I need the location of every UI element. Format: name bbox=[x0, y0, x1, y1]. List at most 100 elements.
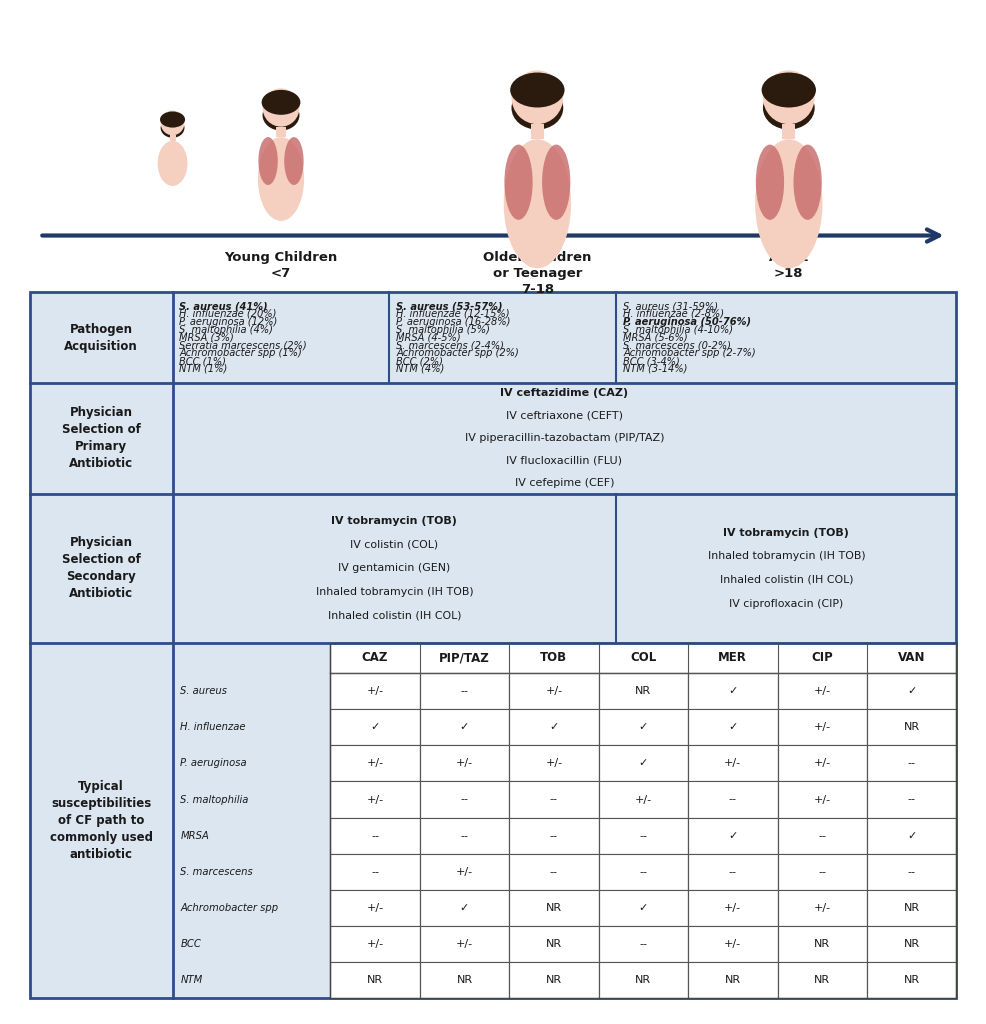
Ellipse shape bbox=[510, 73, 565, 108]
Text: --: -- bbox=[550, 830, 558, 841]
Text: ✓: ✓ bbox=[728, 686, 738, 696]
Bar bbox=[867, 745, 956, 781]
Text: NR: NR bbox=[546, 939, 562, 949]
Text: --: -- bbox=[818, 867, 826, 877]
Text: +/-: +/- bbox=[545, 759, 562, 768]
Bar bbox=[778, 709, 867, 745]
Text: MRSA (5-6%): MRSA (5-6%) bbox=[623, 333, 688, 342]
Bar bbox=[867, 673, 956, 709]
Text: IV piperacillin-tazobactam (PIP/TAZ): IV piperacillin-tazobactam (PIP/TAZ) bbox=[464, 433, 665, 443]
Ellipse shape bbox=[794, 144, 821, 220]
Text: P. aeruginosa: P. aeruginosa bbox=[180, 759, 247, 768]
Ellipse shape bbox=[504, 139, 571, 268]
Text: NR: NR bbox=[546, 975, 562, 985]
Text: --: -- bbox=[460, 795, 468, 805]
Text: IV gentamicin (GEN): IV gentamicin (GEN) bbox=[338, 563, 451, 573]
Text: --: -- bbox=[371, 830, 379, 841]
Text: NR: NR bbox=[903, 903, 920, 913]
Text: IV cefepime (CEF): IV cefepime (CEF) bbox=[515, 478, 614, 488]
Bar bbox=[420, 963, 509, 998]
Circle shape bbox=[161, 111, 184, 135]
Text: --: -- bbox=[460, 830, 468, 841]
Text: P. aeruginosa (50-76%): P. aeruginosa (50-76%) bbox=[623, 316, 751, 327]
Text: NR: NR bbox=[546, 903, 562, 913]
Text: +/-: +/- bbox=[367, 686, 384, 696]
Bar bbox=[867, 926, 956, 963]
Bar bbox=[330, 926, 420, 963]
Ellipse shape bbox=[161, 118, 184, 138]
Text: BCC (2%): BCC (2%) bbox=[396, 356, 444, 367]
Bar bbox=[688, 673, 778, 709]
Text: Inhaled colistin (IH COL): Inhaled colistin (IH COL) bbox=[327, 610, 461, 621]
Bar bbox=[420, 745, 509, 781]
Text: NTM (3-14%): NTM (3-14%) bbox=[623, 364, 687, 374]
Bar bbox=[420, 781, 509, 817]
Bar bbox=[30, 292, 956, 998]
Bar bbox=[330, 963, 420, 998]
Text: BCC (1%): BCC (1%) bbox=[179, 356, 227, 367]
Text: ✓: ✓ bbox=[549, 722, 559, 732]
Text: MRSA: MRSA bbox=[180, 830, 209, 841]
Bar bbox=[778, 781, 867, 817]
Bar bbox=[599, 926, 688, 963]
Bar bbox=[688, 854, 778, 890]
Text: +/-: +/- bbox=[635, 795, 652, 805]
Ellipse shape bbox=[756, 144, 784, 220]
Text: IV ciprofloxacin (CIP): IV ciprofloxacin (CIP) bbox=[730, 599, 843, 608]
Bar bbox=[867, 781, 956, 817]
Bar bbox=[778, 673, 867, 709]
Text: S. marcescens (2-4%): S. marcescens (2-4%) bbox=[396, 340, 505, 350]
Text: +/-: +/- bbox=[813, 686, 831, 696]
Bar bbox=[509, 854, 599, 890]
Bar bbox=[276, 127, 286, 137]
Text: NR: NR bbox=[903, 939, 920, 949]
Text: S. maltophilia: S. maltophilia bbox=[180, 795, 248, 805]
Bar bbox=[420, 709, 509, 745]
Text: +/-: +/- bbox=[456, 867, 473, 877]
Text: --: -- bbox=[908, 867, 916, 877]
Bar bbox=[778, 854, 867, 890]
Text: +/-: +/- bbox=[725, 939, 741, 949]
Bar bbox=[599, 781, 688, 817]
Text: Typical
susceptibilities
of CF path to
commonly used
antibiotic: Typical susceptibilities of CF path to c… bbox=[49, 780, 153, 861]
Bar bbox=[778, 817, 867, 854]
Ellipse shape bbox=[761, 73, 816, 108]
Bar bbox=[509, 963, 599, 998]
Text: +/-: +/- bbox=[813, 759, 831, 768]
Text: --: -- bbox=[908, 759, 916, 768]
Text: Young Children
<7: Young Children <7 bbox=[225, 251, 337, 280]
Bar bbox=[420, 817, 509, 854]
Text: NTM (1%): NTM (1%) bbox=[179, 364, 228, 374]
Bar bbox=[867, 890, 956, 926]
Text: MRSA (3%): MRSA (3%) bbox=[179, 333, 235, 342]
Bar bbox=[599, 673, 688, 709]
Text: Achromobacter spp (1%): Achromobacter spp (1%) bbox=[179, 348, 303, 358]
Text: --: -- bbox=[550, 867, 558, 877]
Text: NTM (4%): NTM (4%) bbox=[396, 364, 445, 374]
Text: +/-: +/- bbox=[725, 903, 741, 913]
Bar bbox=[509, 745, 599, 781]
Ellipse shape bbox=[542, 144, 570, 220]
Text: S. aureus (53-57%): S. aureus (53-57%) bbox=[396, 301, 503, 311]
Text: +/-: +/- bbox=[367, 903, 384, 913]
Text: --: -- bbox=[818, 830, 826, 841]
Bar bbox=[599, 709, 688, 745]
Text: ✓: ✓ bbox=[639, 903, 648, 913]
Text: P. aeruginosa (12%): P. aeruginosa (12%) bbox=[179, 316, 278, 327]
Bar bbox=[688, 745, 778, 781]
Text: Inhaled tobramycin (IH TOB): Inhaled tobramycin (IH TOB) bbox=[708, 552, 865, 561]
Text: IV tobramycin (TOB): IV tobramycin (TOB) bbox=[724, 528, 849, 538]
Bar bbox=[330, 890, 420, 926]
Text: H. influenzae (2-8%): H. influenzae (2-8%) bbox=[623, 309, 725, 318]
Text: CAZ: CAZ bbox=[362, 651, 388, 665]
Text: --: -- bbox=[729, 867, 737, 877]
Circle shape bbox=[512, 71, 563, 124]
Text: TOB: TOB bbox=[540, 651, 568, 665]
Text: ✓: ✓ bbox=[639, 722, 648, 732]
Text: --: -- bbox=[639, 939, 648, 949]
Circle shape bbox=[763, 71, 814, 124]
Bar bbox=[867, 817, 956, 854]
Bar bbox=[420, 890, 509, 926]
Text: NR: NR bbox=[903, 975, 920, 985]
Text: Adult
>18: Adult >18 bbox=[769, 251, 809, 280]
